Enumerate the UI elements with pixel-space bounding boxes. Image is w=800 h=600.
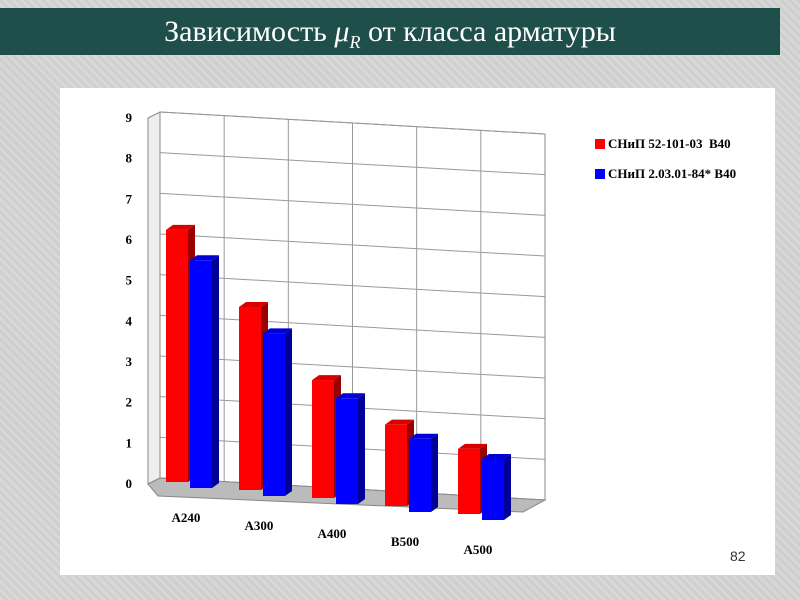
bar-top [482, 454, 511, 459]
bar-side [358, 393, 365, 504]
grid-line [159, 233, 546, 257]
bar-side [431, 433, 438, 512]
x-tick-label: А500 [464, 542, 493, 557]
title: от класса арматуры [360, 15, 616, 48]
bar-side [285, 328, 292, 496]
y-tick-label: 9 [126, 110, 133, 125]
legend-label: СНиП 2.03.01-84* В40 [608, 166, 737, 181]
grid-line [159, 274, 546, 298]
grid-line [159, 152, 546, 176]
y-tick-label: 7 [126, 191, 133, 206]
bar [166, 229, 188, 482]
bar-top [409, 433, 438, 439]
bar [482, 459, 504, 520]
bar-top [263, 328, 292, 334]
title-symbol: μ [334, 15, 350, 48]
y-tick-label: 1 [126, 435, 133, 450]
title-subscript: R [349, 32, 361, 52]
bar-top [385, 419, 414, 425]
bar [385, 424, 407, 506]
bar [190, 260, 212, 488]
bar [263, 333, 285, 496]
y-tick-label: 6 [126, 232, 133, 247]
side-wall [147, 111, 161, 485]
bar [458, 448, 480, 514]
legend-item: СНиП 52-101-03 В40 [595, 136, 736, 152]
bar-side [504, 454, 511, 520]
bar-side [212, 255, 219, 488]
bar-top [190, 255, 219, 261]
bar [409, 438, 431, 512]
grid-line [159, 111, 546, 135]
legend-swatch [595, 139, 605, 149]
x-tick-label: А400 [318, 526, 347, 541]
bar-top [458, 443, 487, 449]
title-bar: Зависимость μR от класса арматуры [0, 8, 780, 55]
slide-number: 82 [730, 548, 746, 564]
x-tick-label: А240 [172, 510, 201, 525]
y-tick-label: 8 [126, 151, 133, 166]
bar-top [336, 393, 365, 399]
y-tick-label: 2 [126, 395, 133, 410]
y-tick-label: 3 [126, 354, 133, 369]
bar-top [239, 302, 268, 307]
legend: СНиП 52-101-03 В40 СНиП 2.03.01-84* В40 [595, 136, 736, 196]
title: Зависимость [164, 15, 335, 48]
grid-line [159, 314, 546, 338]
legend-label: СНиП 52-101-03 В40 [608, 136, 731, 151]
legend-item: СНиП 2.03.01-84* В40 [595, 166, 736, 182]
bar [336, 398, 358, 504]
bar [312, 380, 334, 498]
grid-line [159, 355, 546, 379]
y-tick-label: 0 [126, 476, 133, 491]
y-tick-label: 5 [126, 273, 133, 288]
bar [239, 307, 261, 490]
legend-swatch [595, 169, 605, 179]
x-tick-label: А300 [245, 518, 274, 533]
bar-top [166, 224, 195, 230]
bar-top [312, 375, 341, 381]
x-tick-label: В500 [391, 534, 419, 549]
y-tick-label: 4 [126, 313, 133, 328]
grid-line [159, 192, 546, 216]
